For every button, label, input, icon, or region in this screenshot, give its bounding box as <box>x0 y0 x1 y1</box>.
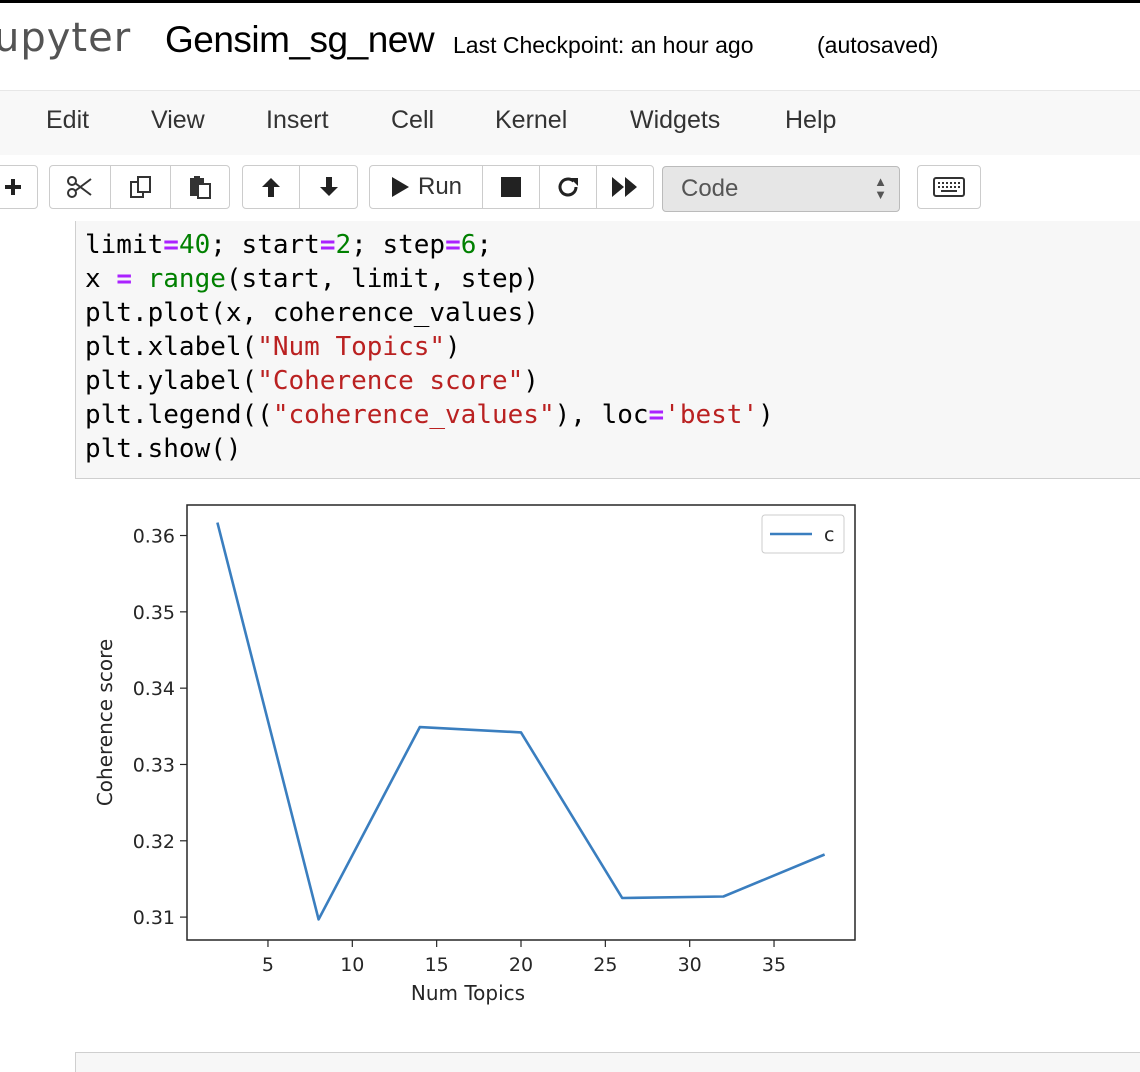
menu-insert[interactable]: Insert <box>266 106 329 135</box>
select-caret-icon: ▲▼ <box>874 175 887 201</box>
menu-cell[interactable]: Cell <box>391 106 434 135</box>
y-tick-label: 0.34 <box>133 678 175 700</box>
y-tick-label: 0.36 <box>133 526 175 548</box>
run-label: Run <box>418 173 462 201</box>
output-plot: 5 10 15 20 25 30 35 0.31 0.32 0.33 0.34 0.35 0.36 Num… <box>80 490 880 1025</box>
stop-icon <box>500 176 522 198</box>
move-up-button[interactable] <box>242 165 300 209</box>
paste-button[interactable] <box>170 165 230 209</box>
toolbar: Run Code ▲▼ <box>0 155 1140 221</box>
x-tick-label: 5 <box>262 954 274 976</box>
y-axis-label: Coherence score <box>93 639 117 806</box>
x-tick-label: 35 <box>762 954 786 976</box>
code-line-2: x = range(start, limit, step) <box>85 264 539 294</box>
menu-view[interactable]: View <box>151 106 205 135</box>
code-line-6: plt.legend(("coherence_values"), loc='be… <box>85 400 774 430</box>
arrow-down-icon <box>317 175 341 199</box>
x-tick-label: 20 <box>509 954 533 976</box>
y-tick-label: 0.33 <box>133 754 175 776</box>
cell-type-select[interactable]: Code ▲▼ <box>662 166 900 212</box>
x-tick-label: 15 <box>425 954 449 976</box>
code-line-7: plt.show() <box>85 434 242 464</box>
code-line-1: limit=40; start=2; step=6; <box>85 230 492 260</box>
cut-button[interactable] <box>49 165 111 209</box>
arrow-up-icon <box>259 175 283 199</box>
interrupt-kernel-button[interactable] <box>482 165 540 209</box>
line-chart: 5 10 15 20 25 30 35 0.31 0.32 0.33 0.34 0.35 0.36 Num… <box>80 490 880 1020</box>
menu-kernel[interactable]: Kernel <box>495 106 567 135</box>
x-tick-label: 10 <box>340 954 364 976</box>
move-down-button[interactable] <box>299 165 358 209</box>
fast-forward-icon <box>611 176 639 198</box>
copy-button[interactable] <box>110 165 171 209</box>
last-checkpoint: Last Checkpoint: an hour ago <box>453 32 753 59</box>
code-editor[interactable]: limit=40; start=2; step=6; x = range(sta… <box>85 228 774 466</box>
keyboard-icon <box>933 177 965 197</box>
jupyter-logo[interactable]: upyter <box>0 15 131 61</box>
legend-label: c <box>824 524 834 546</box>
command-palette-button[interactable] <box>917 165 981 209</box>
y-tick-label: 0.32 <box>133 831 175 853</box>
cell-type-value: Code <box>681 175 738 202</box>
menu-help[interactable]: Help <box>785 106 836 135</box>
restart-kernel-button[interactable] <box>539 165 597 209</box>
paste-icon <box>187 174 213 200</box>
autosave-status: (autosaved) <box>817 32 938 59</box>
run-button[interactable]: Run <box>369 165 483 209</box>
x-tick-label: 25 <box>593 954 617 976</box>
scissors-icon <box>66 175 94 199</box>
code-line-5: plt.ylabel("Coherence score") <box>85 366 539 396</box>
insert-cell-button[interactable] <box>0 165 38 209</box>
plot-frame <box>187 505 855 940</box>
notebook-header: upyter Gensim_sg_new Last Checkpoint: an… <box>0 3 1140 81</box>
code-line-3: plt.plot(x, coherence_values) <box>85 298 539 328</box>
run-icon <box>390 176 410 198</box>
y-tick-label: 0.35 <box>133 602 175 624</box>
restart-run-all-button[interactable] <box>596 165 654 209</box>
next-cell[interactable] <box>75 1052 1140 1072</box>
code-line-4: plt.xlabel("Num Topics") <box>85 332 461 362</box>
x-axis-label: Num Topics <box>411 981 525 1005</box>
menu-edit[interactable]: Edit <box>46 106 89 135</box>
y-tick-label: 0.31 <box>133 907 175 929</box>
notebook-title[interactable]: Gensim_sg_new <box>165 19 434 61</box>
x-tick-label: 30 <box>678 954 702 976</box>
copy-icon <box>128 174 154 200</box>
plus-icon <box>2 176 24 198</box>
menubar: Edit View Insert Cell Kernel Widgets Hel… <box>0 90 1140 156</box>
restart-icon <box>556 175 580 199</box>
menu-widgets[interactable]: Widgets <box>630 106 720 135</box>
